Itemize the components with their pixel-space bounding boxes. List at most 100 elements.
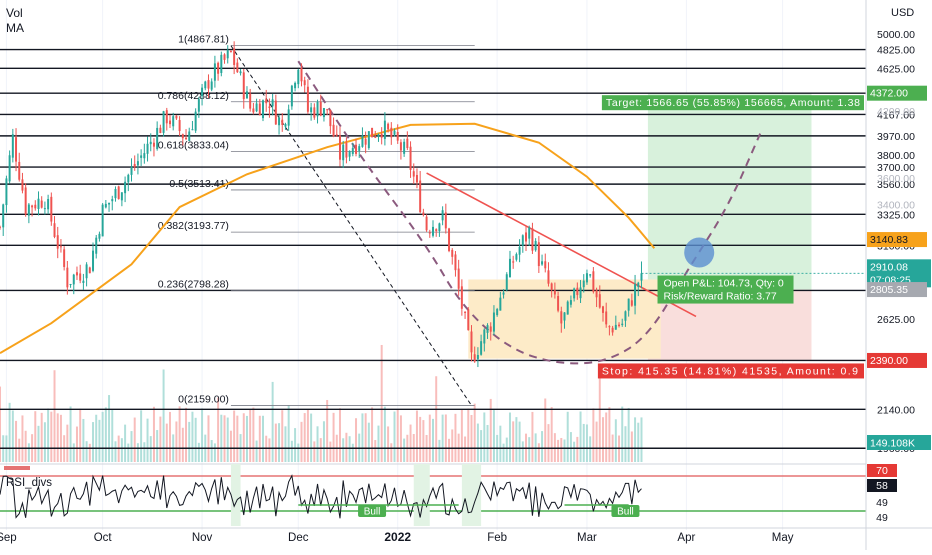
- volume-bar: [201, 408, 204, 462]
- price-axis-label[interactable]: 2625.00: [877, 314, 915, 326]
- volume-bar: [473, 403, 476, 462]
- candle-body: [537, 242, 540, 267]
- candle-body: [271, 99, 274, 107]
- candle-body: [502, 292, 505, 295]
- price-axis-label[interactable]: 3970.00: [877, 131, 915, 143]
- volume-bar: [467, 408, 470, 462]
- stop-label-box[interactable]: [597, 363, 864, 379]
- price-axis-label[interactable]: 4167.00: [877, 109, 915, 121]
- candle-body: [406, 138, 409, 149]
- candle-body: [274, 100, 277, 125]
- currency-label[interactable]: USD: [891, 7, 915, 19]
- target-label-box[interactable]: [601, 95, 864, 111]
- volume-bar: [486, 424, 489, 462]
- vol-legend-label[interactable]: Vol: [6, 6, 23, 20]
- projected-path[interactable]: [297, 60, 762, 365]
- volume-bar: [18, 438, 21, 462]
- candle-body: [204, 81, 207, 89]
- candle-body: [255, 103, 258, 112]
- rsi-70-badge: [867, 464, 897, 477]
- time-axis-tick[interactable]: May: [772, 532, 794, 544]
- ma-value-badge[interactable]: [867, 232, 927, 248]
- price-axis-label[interactable]: 4825.00: [877, 45, 915, 57]
- ma-value-badge-text: 3140.83: [870, 234, 908, 246]
- volume-bar: [303, 413, 306, 462]
- volume-bar: [120, 438, 123, 462]
- current-price-badge-text: 2910.08: [870, 261, 908, 273]
- price-axis-label[interactable]: 5000.00: [877, 29, 915, 41]
- volume-bar: [111, 409, 114, 462]
- candle-body: [579, 287, 582, 299]
- volume-bar: [380, 344, 383, 462]
- candle-body: [422, 212, 425, 216]
- stop-price-badge-text: 2390.00: [870, 355, 908, 367]
- volume-bar: [0, 386, 1, 462]
- volume-bar: [438, 439, 441, 462]
- volume-bar: [528, 437, 531, 462]
- volume-bar: [47, 408, 50, 462]
- candle-body: [326, 109, 329, 111]
- volume-bar: [271, 381, 274, 462]
- candle-body: [403, 141, 406, 154]
- candle-body: [15, 137, 18, 162]
- candle-body: [640, 273, 643, 281]
- price-axis-label-faded: 3400.00: [877, 199, 915, 211]
- target-price-badge-text: 4372.00: [870, 88, 908, 100]
- candle-body: [85, 264, 88, 279]
- time-axis-tick[interactable]: Mar: [577, 532, 597, 544]
- candle-body: [40, 200, 43, 208]
- price-axis-label[interactable]: 3700.00: [877, 162, 915, 174]
- volume-bar: [627, 407, 630, 462]
- volume-bar: [181, 427, 184, 462]
- volume-bar: [242, 413, 245, 462]
- candle-body: [342, 144, 345, 161]
- time-axis-tick[interactable]: Feb: [487, 532, 507, 544]
- time-axis-tick[interactable]: Oct: [94, 532, 113, 544]
- volume-bar: [140, 410, 143, 462]
- candle-body: [281, 119, 284, 125]
- rsi-title[interactable]: RSI_divs: [6, 477, 52, 489]
- time-axis-tick[interactable]: Apr: [677, 532, 695, 544]
- candle-body: [239, 71, 242, 74]
- time-axis-tick[interactable]: Dec: [288, 532, 309, 544]
- candle-body: [476, 354, 479, 360]
- price-axis-label[interactable]: 3325.00: [877, 209, 915, 221]
- volume-bar: [27, 443, 30, 462]
- target-price-badge[interactable]: [867, 85, 927, 101]
- ma-legend-label[interactable]: MA: [6, 21, 24, 35]
- projection-circle[interactable]: [684, 237, 715, 268]
- pnl-label-box[interactable]: [657, 275, 794, 304]
- price-axis-label[interactable]: 3560.00: [877, 179, 915, 191]
- volume-bar: [114, 441, 117, 462]
- candle-body: [614, 324, 617, 330]
- volume-bar: [464, 436, 467, 462]
- entry-price-badge[interactable]: [867, 282, 927, 298]
- time-axis-tick[interactable]: Nov: [192, 532, 213, 544]
- candle-body: [592, 271, 595, 292]
- candle-body: [364, 138, 367, 145]
- price-axis-label[interactable]: 3800.00: [877, 150, 915, 162]
- candle-body: [194, 111, 197, 131]
- volume-bar: [396, 409, 399, 462]
- volume-bar: [544, 398, 547, 462]
- price-axis-label[interactable]: 2140.00: [877, 404, 915, 416]
- volume-bar: [281, 410, 284, 462]
- volume-value-badge[interactable]: [867, 435, 931, 450]
- candle-body: [168, 120, 171, 125]
- time-axis-tick[interactable]: Sep: [0, 532, 17, 544]
- time-axis-tick[interactable]: 2022: [384, 530, 411, 544]
- bull-badge-label: Bull: [617, 507, 634, 518]
- volume-bar: [451, 429, 454, 462]
- volume-bar: [489, 398, 492, 462]
- candle-body: [508, 258, 511, 278]
- volume-bar: [364, 413, 367, 462]
- volume-bar: [634, 417, 637, 462]
- volume-bar: [287, 405, 290, 462]
- candle-body: [569, 300, 572, 305]
- volume-bar: [233, 410, 236, 462]
- resistance-trend-line[interactable]: [426, 172, 697, 318]
- stop-price-badge[interactable]: [867, 352, 927, 368]
- diagonal-trend-line[interactable]: [230, 45, 472, 406]
- price-axis-label[interactable]: 4625.00: [877, 63, 915, 75]
